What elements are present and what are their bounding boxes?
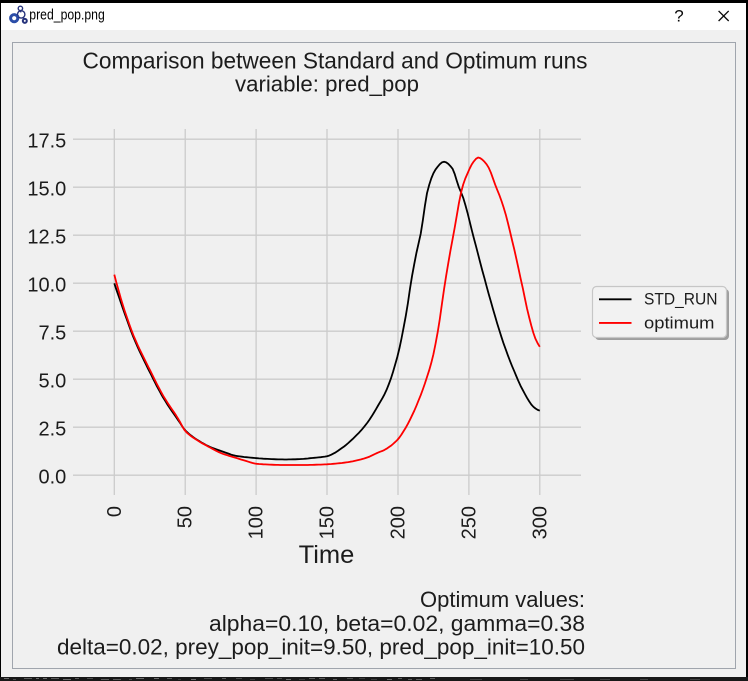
svg-text:0: 0 bbox=[104, 506, 126, 517]
svg-text:STD_RUN: STD_RUN bbox=[644, 290, 718, 308]
svg-text:12.5: 12.5 bbox=[27, 227, 66, 249]
svg-text:alpha=0.10, beta=0.02, gamma=0: alpha=0.10, beta=0.02, gamma=0.38 bbox=[209, 611, 585, 636]
svg-text:100: 100 bbox=[246, 506, 268, 539]
svg-text:200: 200 bbox=[388, 506, 410, 539]
svg-text:250: 250 bbox=[458, 506, 480, 539]
svg-text:15.0: 15.0 bbox=[27, 179, 66, 201]
svg-text:10.0: 10.0 bbox=[27, 275, 66, 297]
svg-text:0.0: 0.0 bbox=[38, 467, 66, 489]
svg-text:5.0: 5.0 bbox=[38, 371, 66, 393]
svg-text:150: 150 bbox=[317, 506, 339, 539]
svg-text:7.5: 7.5 bbox=[38, 323, 66, 345]
svg-text:variable: pred_pop: variable: pred_pop bbox=[235, 71, 419, 96]
svg-text:Optimum values:: Optimum values: bbox=[420, 587, 585, 612]
svg-text:delta=0.02, prey_pop_init=9.50: delta=0.02, prey_pop_init=9.50, pred_pop… bbox=[57, 635, 585, 660]
svg-text:pred_pop.png: pred_pop.png bbox=[29, 6, 105, 23]
svg-text:Comparison between Standard an: Comparison between Standard and Optimum … bbox=[83, 48, 588, 74]
svg-text:17.5: 17.5 bbox=[27, 131, 66, 153]
svg-text:optimum: optimum bbox=[644, 314, 715, 332]
svg-text:50: 50 bbox=[175, 506, 197, 528]
svg-text:2.5: 2.5 bbox=[38, 419, 66, 441]
svg-text:?: ? bbox=[674, 6, 683, 25]
svg-text:Time: Time bbox=[299, 541, 355, 569]
svg-text:300: 300 bbox=[529, 506, 551, 539]
